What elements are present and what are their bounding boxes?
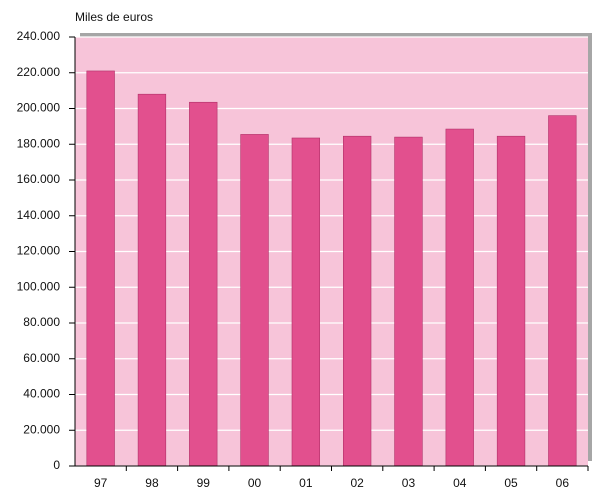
x-tick-label: 97 (94, 476, 108, 490)
bar (394, 136, 423, 467)
bar (137, 93, 167, 467)
y-tick-label: 160.000 (17, 172, 61, 186)
y-tick-label: 140.000 (17, 208, 61, 222)
y-tick-label: 100.000 (17, 279, 61, 293)
y-tick-label: 220.000 (17, 65, 61, 79)
y-tick-label: 60.000 (23, 351, 60, 365)
y-tick-label: 20.000 (23, 422, 60, 436)
x-tick-label: 04 (453, 476, 467, 490)
bar (548, 115, 577, 467)
y-tick-label: 120.000 (17, 244, 61, 258)
y-tick-label: 240.000 (17, 29, 61, 43)
x-tick-label: 98 (145, 476, 159, 490)
bar (496, 135, 526, 467)
y-tick-label: 40.000 (23, 387, 60, 401)
bar (291, 137, 321, 467)
x-tick-label: 03 (402, 476, 416, 490)
y-tick-label: 180.000 (17, 136, 61, 150)
x-tick-label: 00 (248, 476, 262, 490)
y-tick-label: 200.000 (17, 101, 61, 115)
y-tick-label: 80.000 (23, 315, 60, 329)
bar (342, 135, 372, 467)
bar (86, 70, 115, 467)
x-tick-label: 06 (556, 476, 570, 490)
x-tick-label: 99 (197, 476, 211, 490)
bar (445, 128, 474, 467)
bar (240, 134, 269, 467)
x-tick-label: 05 (504, 476, 518, 490)
y-tick-label: 0 (53, 458, 60, 472)
x-tick-label: 01 (299, 476, 313, 490)
x-tick-label: 02 (350, 476, 364, 490)
axis-title: Miles de euros (75, 10, 153, 24)
bar (189, 101, 218, 467)
